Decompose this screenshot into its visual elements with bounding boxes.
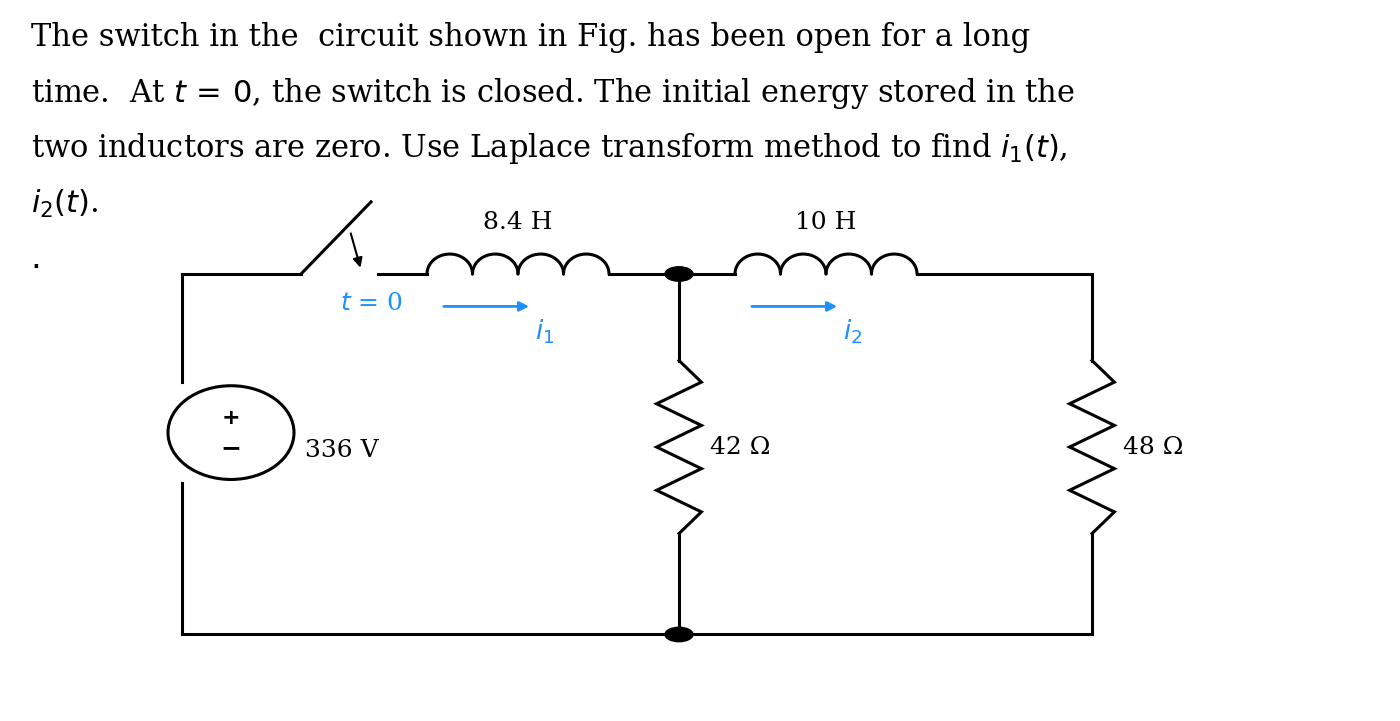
Text: $i_1$: $i_1$ bbox=[535, 317, 554, 346]
Text: $t$ = 0: $t$ = 0 bbox=[340, 292, 402, 315]
Text: 8.4 H: 8.4 H bbox=[483, 211, 553, 234]
Text: 10 H: 10 H bbox=[795, 211, 857, 234]
Text: 48 Ω: 48 Ω bbox=[1123, 435, 1183, 459]
Text: $i_2$: $i_2$ bbox=[843, 317, 862, 346]
Text: time.  At $t\,{=}\,0$, the switch is closed. The initial energy stored in the: time. At $t\,{=}\,0$, the switch is clos… bbox=[31, 76, 1075, 111]
Text: +: + bbox=[221, 408, 241, 428]
Text: two inductors are zero. Use Laplace transform method to find $i_1(t)$,: two inductors are zero. Use Laplace tran… bbox=[31, 131, 1067, 167]
Circle shape bbox=[665, 627, 693, 642]
Text: $i_2(t)$.: $i_2(t)$. bbox=[31, 187, 98, 220]
Text: 336 V: 336 V bbox=[305, 439, 379, 462]
Text: −: − bbox=[221, 436, 241, 461]
Text: .: . bbox=[31, 242, 42, 275]
Text: 42 Ω: 42 Ω bbox=[710, 435, 770, 459]
Text: The switch in the  circuit shown in Fig. has been open for a long: The switch in the circuit shown in Fig. … bbox=[31, 22, 1030, 53]
Circle shape bbox=[665, 267, 693, 281]
